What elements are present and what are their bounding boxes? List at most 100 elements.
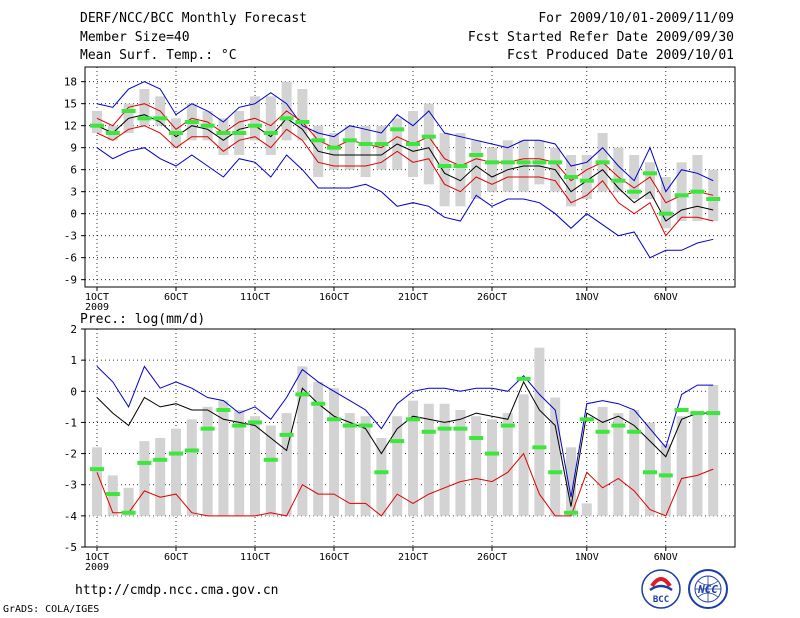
plot-frame xyxy=(84,66,736,288)
observed-marker xyxy=(469,153,484,157)
range-bar xyxy=(92,447,102,516)
website-url[interactable]: http://cmdp.ncc.cma.gov.cn xyxy=(75,583,279,598)
range-bar xyxy=(581,503,592,516)
observed-marker xyxy=(216,407,231,412)
range-bar xyxy=(297,366,308,516)
ncc-logo: NCC xyxy=(688,569,728,609)
observed-marker xyxy=(564,510,578,515)
range-bar xyxy=(313,381,324,516)
observed-marker xyxy=(485,160,499,165)
range-bar xyxy=(123,487,134,516)
observed-marker xyxy=(105,131,120,135)
observed-marker xyxy=(406,142,420,146)
y-tick-label: -5 xyxy=(64,541,77,554)
y-tick-label: 9 xyxy=(70,142,77,155)
series-line-ensemble-min xyxy=(96,147,714,259)
observed-marker xyxy=(232,423,247,428)
x-tick-label: 1NOV xyxy=(575,552,599,563)
forecast-produced-date: Fcst Produced Date 2009/10/01 xyxy=(507,48,734,63)
member-size-label: Member Size=40 xyxy=(80,30,190,45)
observed-marker xyxy=(374,142,389,146)
series-line-ensemble-mean xyxy=(96,114,714,222)
x-tick-label: 1NOV xyxy=(575,292,599,303)
range-bar xyxy=(455,409,466,516)
plot-frame xyxy=(84,328,736,548)
observed-marker xyxy=(674,407,689,412)
y-tick-label: 18 xyxy=(64,76,77,89)
y-tick-label: 0 xyxy=(70,208,77,221)
observed-marker xyxy=(200,123,215,128)
observed-marker xyxy=(658,211,673,216)
range-bar xyxy=(487,419,497,516)
range-bar xyxy=(218,118,229,155)
y-tick-label: 6 xyxy=(70,164,77,177)
observed-marker xyxy=(121,109,136,113)
y-tick-label: -2 xyxy=(64,448,77,461)
series-line-ensemble-mean-plus-sd xyxy=(96,103,714,204)
observed-marker xyxy=(548,160,563,165)
observed-marker xyxy=(200,426,215,431)
observed-marker xyxy=(595,160,610,165)
forecast-started-date: Fcst Started Refer Date 2009/09/30 xyxy=(467,30,734,45)
range-bar xyxy=(660,444,671,516)
observed-marker xyxy=(184,448,199,453)
range-bar xyxy=(581,155,592,199)
y-tick-label: -4 xyxy=(64,510,78,523)
observed-marker xyxy=(137,460,152,465)
observed-marker xyxy=(279,432,294,437)
chart-title: DERF/NCC/BCC Monthly Forecast xyxy=(80,11,307,26)
range-bar xyxy=(487,147,497,192)
range-bar xyxy=(139,89,150,126)
observed-marker xyxy=(674,193,689,198)
observed-marker xyxy=(406,417,420,422)
range-bar xyxy=(676,416,687,516)
range-bar xyxy=(676,162,687,221)
observed-marker xyxy=(437,426,452,431)
observed-marker xyxy=(453,426,468,431)
observed-marker xyxy=(706,197,721,201)
range-bar xyxy=(597,406,608,516)
observed-marker xyxy=(579,178,594,183)
range-bar xyxy=(645,422,655,516)
range-bar xyxy=(439,403,450,516)
observed-marker xyxy=(548,470,563,475)
y-tick-label: -9 xyxy=(64,274,77,287)
range-bar xyxy=(92,111,102,133)
range-bar xyxy=(265,425,276,516)
range-bar xyxy=(218,400,229,516)
observed-marker xyxy=(358,142,373,146)
observed-marker xyxy=(216,131,231,135)
observed-marker xyxy=(611,423,626,428)
y-tick-label: -3 xyxy=(64,230,77,243)
observed-marker xyxy=(295,120,310,124)
svg-text:BCC: BCC xyxy=(653,595,669,605)
observed-marker xyxy=(374,470,389,475)
observed-marker xyxy=(421,429,436,434)
observed-marker xyxy=(627,429,642,434)
range-bar xyxy=(708,169,719,221)
observed-marker xyxy=(153,457,168,462)
range-bar xyxy=(708,385,719,516)
x-tick-label: 26OCT xyxy=(477,552,507,563)
range-bar xyxy=(550,397,561,516)
observed-marker xyxy=(500,160,515,165)
observed-marker xyxy=(137,116,152,121)
range-bar xyxy=(360,416,371,516)
observed-marker xyxy=(437,164,452,168)
y-tick-label: 0 xyxy=(70,385,77,398)
observed-marker xyxy=(358,423,373,428)
observed-marker xyxy=(500,423,515,428)
observed-marker xyxy=(516,376,531,381)
range-bar xyxy=(376,438,387,516)
observed-marker xyxy=(421,134,436,139)
x-tick-label: 16OCT xyxy=(319,292,349,303)
observed-marker xyxy=(564,175,578,179)
observed-marker xyxy=(595,429,610,434)
grads-credit: GrADS: COLA/IGES xyxy=(3,604,100,615)
range-bar xyxy=(692,413,703,516)
x-tick-label: 16OCT xyxy=(319,552,349,563)
range-bar xyxy=(629,409,640,516)
observed-marker xyxy=(579,417,594,422)
x-tick-label: 6NOV xyxy=(654,292,678,303)
